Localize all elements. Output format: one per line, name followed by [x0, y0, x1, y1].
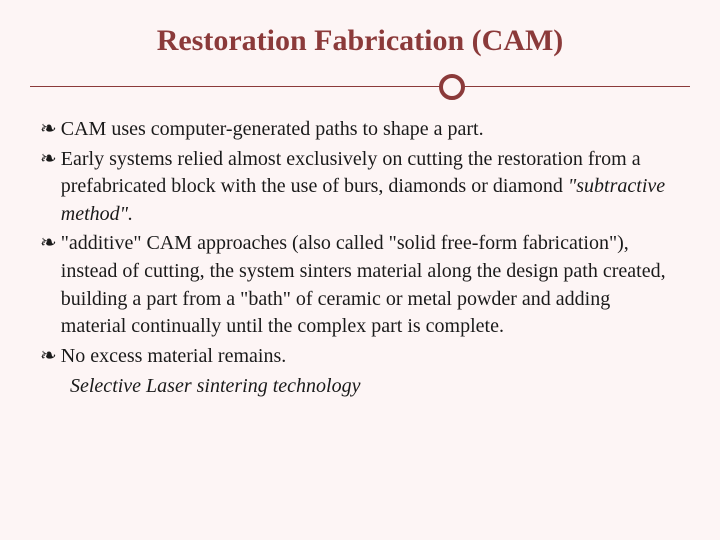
slide-container: Restoration Fabrication (CAM) ❧ CAM uses… [0, 0, 720, 540]
slide-content: ❧ CAM uses computer-generated paths to s… [30, 116, 690, 400]
bullet-text-plain: Early systems relied almost exclusively … [61, 148, 641, 198]
bullet-text: "additive" CAM approaches (also called "… [61, 230, 680, 340]
sub-line-text: Selective Laser sintering technology [70, 372, 680, 400]
bullet-marker-icon: ❧ [40, 230, 57, 340]
bullet-item: ❧ CAM uses computer-generated paths to s… [40, 116, 680, 144]
bullet-text: CAM uses computer-generated paths to sha… [61, 116, 680, 144]
bullet-marker-icon: ❧ [40, 116, 57, 144]
bullet-item: ❧ No excess material remains. [40, 343, 680, 371]
divider-line [30, 86, 690, 87]
bullet-marker-icon: ❧ [40, 343, 57, 371]
bullet-item: ❧ Early systems relied almost exclusivel… [40, 146, 680, 229]
bullet-item: ❧ "additive" CAM approaches (also called… [40, 230, 680, 340]
bullet-marker-icon: ❧ [40, 146, 57, 229]
bullet-text: No excess material remains. [61, 343, 680, 371]
slide-title: Restoration Fabrication (CAM) [30, 24, 690, 58]
divider-circle [439, 74, 465, 100]
bullet-text: Early systems relied almost exclusively … [61, 146, 680, 229]
title-divider [30, 72, 690, 102]
